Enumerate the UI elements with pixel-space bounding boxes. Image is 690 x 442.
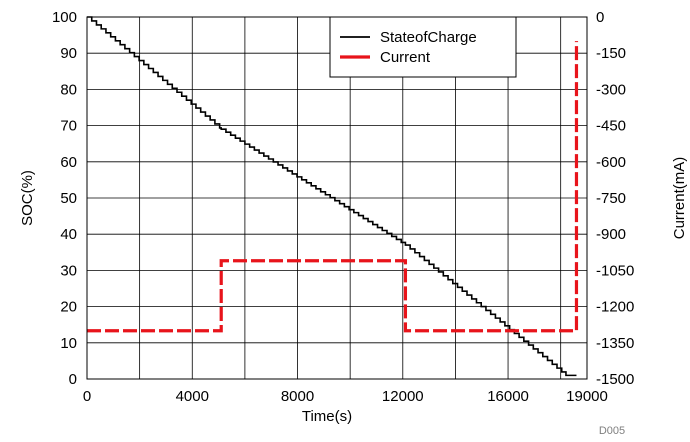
x-tick-label: 16000 <box>487 388 529 405</box>
y-left-tick-label: 20 <box>60 299 77 316</box>
legend-label: Current <box>380 49 431 66</box>
series-line-state-of-charge <box>87 16 577 377</box>
y-left-axis-title: SOC(%) <box>19 170 36 226</box>
y-right-tick-label: -450 <box>596 118 626 135</box>
x-tick-label: 19000 <box>566 388 608 405</box>
y-right-tick-label: -900 <box>596 226 626 243</box>
y-left-tick-label: 90 <box>60 45 77 62</box>
y-right-tick-label: -300 <box>596 81 626 98</box>
y-right-tick-label: -600 <box>596 154 626 171</box>
y-right-tick-label: -1200 <box>596 299 634 316</box>
x-tick-label: 4000 <box>176 388 209 405</box>
y-right-tick-label: -750 <box>596 190 626 207</box>
y-left-tick-label: 100 <box>52 9 77 26</box>
y-left-tick-label: 0 <box>69 371 77 388</box>
x-tick-label: 12000 <box>382 388 424 405</box>
x-tick-label: 0 <box>83 388 91 405</box>
y-right-tick-label: -150 <box>596 45 626 62</box>
y-left-tick-label: 70 <box>60 118 77 135</box>
y-right-axis-title: Current(mA) <box>671 157 688 240</box>
y-left-tick-label: 40 <box>60 226 77 243</box>
legend: StateofCharge Current <box>329 16 517 78</box>
y-right-tick-label: 0 <box>596 9 604 26</box>
series <box>87 16 579 377</box>
x-tick-label: 8000 <box>281 388 314 405</box>
y-left-tick-label: 80 <box>60 81 77 98</box>
x-axis-title: Time(s) <box>302 408 352 425</box>
y-right-tick-label: -1050 <box>596 262 634 279</box>
y-left-tick-label: 60 <box>60 154 77 171</box>
y-left-tick-label: 30 <box>60 262 77 279</box>
y-right-tick-label: -1500 <box>596 371 634 388</box>
footnote: D005 <box>599 425 625 437</box>
legend-label: StateofCharge <box>380 29 477 46</box>
y-right-tick-label: -1350 <box>596 335 634 352</box>
y-left-tick-label: 10 <box>60 335 77 352</box>
ticks: 0 4000 8000 12000 16000 19000 0 10 20 30 40 50 60 70 8… <box>52 9 634 405</box>
y-left-tick-label: 50 <box>60 190 77 207</box>
legend-box <box>329 16 517 78</box>
series-line-current <box>87 41 579 333</box>
